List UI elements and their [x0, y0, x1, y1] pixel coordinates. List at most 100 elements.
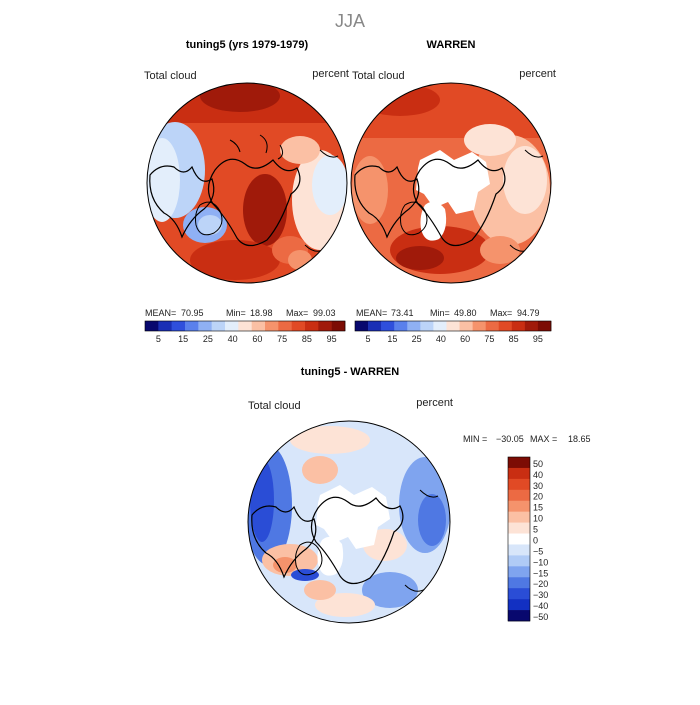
units-label: percent: [416, 397, 453, 409]
panel-title: WARREN: [427, 39, 476, 51]
colorbar-tick-label: 15: [387, 334, 397, 344]
colorbar-swatch: [355, 321, 369, 331]
colorbar-swatch: [305, 321, 319, 331]
colorbar-swatch: [508, 489, 530, 502]
colorbar-tick-label: 15: [178, 334, 188, 344]
colorbar-swatch: [291, 321, 306, 331]
colorbar-tick-label: 40: [436, 334, 446, 344]
panel-observation: WARREN Total cloud percent MEAN= 73.41 M…: [350, 39, 556, 344]
units-label: percent: [519, 68, 556, 80]
colorbar-swatch: [158, 321, 172, 331]
colorbar-swatch: [368, 321, 382, 331]
minmax-min-label: MIN =: [463, 434, 487, 444]
colorbar-tick-label: 75: [277, 334, 287, 344]
colorbar-swatch: [508, 511, 530, 523]
stat-max-value: 94.79: [517, 308, 540, 318]
colorbar-swatch: [446, 321, 460, 331]
colorbar-swatch: [433, 321, 447, 331]
minmax-max-value: 18.65: [568, 434, 591, 444]
colorbar-tick-label: 85: [302, 334, 312, 344]
colorbar-swatch: [508, 566, 530, 578]
colorbar-tick-label: 95: [327, 334, 337, 344]
colorbar-swatch: [265, 321, 279, 331]
stat-min-label: Min=: [430, 308, 450, 318]
colorbar-swatch: [171, 321, 186, 331]
colorbar-tick-label: 5: [533, 525, 538, 535]
field-label: Total cloud: [248, 400, 301, 412]
colorbar-swatch: [524, 321, 539, 331]
colorbar-swatch: [331, 321, 346, 331]
colorbar-swatch: [508, 478, 530, 491]
colorbar-swatch: [225, 321, 239, 331]
minmax-min-value: −30.05: [496, 434, 524, 444]
colorbar-frame: [354, 320, 552, 332]
colorbar-swatch: [508, 610, 530, 622]
colorbar-swatch: [251, 321, 266, 331]
colorbar-tick-label: −10: [533, 557, 548, 567]
stat-mean-value: 73.41: [391, 308, 414, 318]
stat-mean-value: 70.95: [181, 308, 204, 318]
colorbar-swatch: [508, 533, 530, 545]
colorbar-swatch: [508, 544, 530, 556]
colorbar-tick-label: 10: [533, 514, 543, 524]
colorbar-swatch: [537, 321, 552, 331]
colorbar-swatch: [145, 321, 159, 331]
colorbar-tick-label: −30: [533, 590, 548, 600]
polar-map: [351, 83, 551, 283]
season-title: JJA: [335, 11, 365, 31]
colorbar-swatch: [459, 321, 473, 331]
colorbar-tick-label: 30: [533, 481, 543, 491]
panel-title: tuning5 (yrs 1979-1979): [186, 39, 309, 51]
field-label: Total cloud: [352, 70, 405, 82]
colorbar-swatch: [198, 321, 212, 331]
colorbar: 5 15 25 40 60 75 85 95: [354, 320, 552, 344]
colorbar: 5 15 25 40 60 75 85 95: [144, 320, 346, 344]
colorbar-swatch: [318, 321, 332, 331]
stat-max-label: Max=: [490, 308, 512, 318]
colorbar-tick-label: 25: [203, 334, 213, 344]
colorbar-tick-label: 5: [366, 334, 371, 344]
panel-model: tuning5 (yrs 1979-1979) Total cloud perc…: [144, 39, 349, 344]
stat-min-value: 18.98: [250, 308, 273, 318]
colorbar-tick-label: 15: [533, 503, 543, 513]
colorbar-swatch: [485, 321, 500, 331]
colorbar-swatch: [511, 321, 526, 331]
colorbar-tick-label: −40: [533, 601, 548, 611]
stat-min-value: 49.80: [454, 308, 477, 318]
colorbar-tick-label: 20: [533, 492, 543, 502]
panel-difference: tuning5 - WARREN Total cloud percent: [247, 366, 591, 624]
colorbar-tick-label: 50: [533, 459, 543, 469]
colorbar-swatch: [211, 321, 226, 331]
colorbar-swatch: [420, 321, 434, 331]
colorbar-tick-label: 95: [533, 334, 543, 344]
colorbar-swatch: [278, 321, 292, 331]
colorbar-tick-label: 40: [533, 470, 543, 480]
polar-map: [147, 83, 347, 283]
stat-mean-label: MEAN=: [145, 308, 176, 318]
colorbar-tick-label: 75: [484, 334, 494, 344]
colorbar-tick-label: 5: [156, 334, 161, 344]
colorbar-swatch: [508, 599, 530, 611]
colorbar-swatch: [508, 500, 530, 512]
colorbar-swatch: [381, 321, 395, 331]
colorbar-swatch: [394, 321, 408, 331]
field-label: Total cloud: [144, 70, 197, 82]
colorbar-swatch: [498, 321, 513, 331]
colorbar-tick-label: 40: [228, 334, 238, 344]
colorbar-swatch: [508, 577, 530, 589]
colorbar-tick-label: −20: [533, 579, 548, 589]
units-label: percent: [312, 68, 349, 80]
minmax-max-label: MAX =: [530, 434, 557, 444]
colorbar-frame: [144, 320, 346, 332]
colorbar-swatch: [508, 467, 530, 480]
colorbar-tick-label: 25: [412, 334, 422, 344]
colorbar-tick-label: 60: [252, 334, 262, 344]
colorbar-swatch: [508, 457, 530, 469]
stat-max-label: Max=: [286, 308, 308, 318]
colorbar-tick-label: −5: [533, 546, 543, 556]
colorbar-swatch: [508, 522, 530, 534]
panel-title: tuning5 - WARREN: [301, 366, 399, 378]
colorbar-tick-label: 60: [460, 334, 470, 344]
